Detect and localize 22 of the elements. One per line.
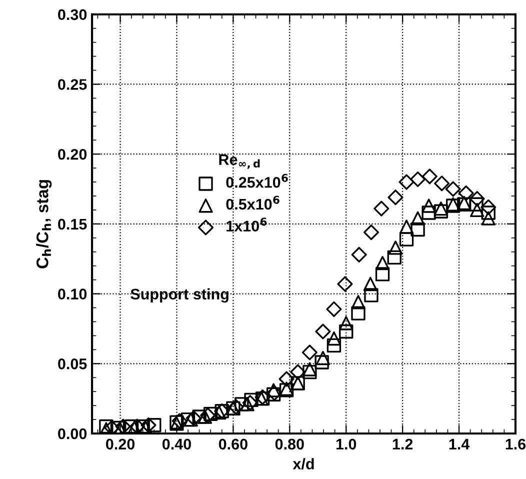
y-tick-label: 0.25: [58, 79, 87, 90]
y-axis-title: C$_{h}$/C$_{h}$, stag: [36, 180, 52, 268]
x-tick-label: 1.4: [449, 438, 470, 450]
legend-label: 0.5x10$^{6}$: [226, 196, 280, 210]
x-axis-title: x/d: [292, 458, 314, 470]
x-tick-label: 1.6: [506, 438, 526, 450]
x-tick-label: 0.80: [275, 438, 304, 450]
y-tick-label: 0.20: [58, 148, 87, 160]
y-tick-label: 0.10: [58, 288, 87, 300]
y-tick-label: 0.30: [58, 9, 87, 20]
legend-label: 0.25x10$^{6}$: [226, 174, 288, 188]
x-tick-label: 0.40: [162, 438, 191, 450]
legend-title: Re$_{∞,d}$: [219, 154, 260, 169]
y-tick-label: 0.15: [58, 218, 87, 230]
x-tick-label: 1.0: [336, 438, 356, 450]
y-tick-label: 0.05: [58, 358, 87, 370]
x-tick-label: 1.2: [392, 438, 413, 450]
x-tick-label: 0.60: [218, 438, 248, 450]
legend-label: 1x10$^{6}$: [226, 218, 267, 232]
annotation: Support sting: [130, 288, 228, 303]
y-tick-label: 0.00: [58, 428, 87, 440]
x-tick-label: 0.20: [106, 438, 135, 450]
